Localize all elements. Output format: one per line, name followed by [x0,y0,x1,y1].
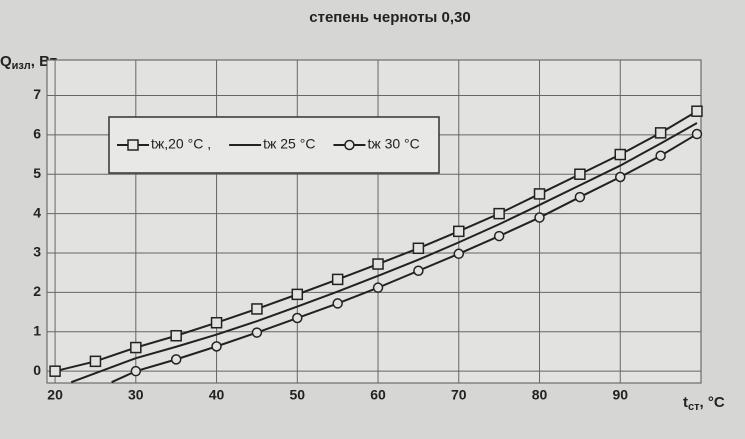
x-tick-label: 20 [47,387,63,403]
plot-area [46,59,702,384]
x-tick-label: 40 [209,387,225,403]
point-marker [332,298,343,309]
point-marker [533,188,546,200]
x-label-rest: , °C [700,394,725,411]
y-tick-label: 7 [33,86,41,102]
x-tick-label: 80 [532,387,548,403]
point-marker [655,150,666,161]
y-label-sub: изл [12,60,31,72]
chart-title: степень черноты 0,30 [309,9,470,26]
y-tick-label: 5 [33,165,41,181]
point-marker [574,191,586,203]
y-tick-label: 6 [33,126,41,142]
point-marker [251,327,263,338]
point-marker [291,288,304,301]
point-marker [453,225,465,238]
y-tick-label: 3 [33,244,41,260]
point-marker [130,365,142,377]
point-marker [251,303,263,315]
legend-label: tж 30 °C [367,136,419,152]
x-label-main: t [683,394,688,411]
series-line [70,122,698,384]
x-tick-label: 90 [612,387,628,403]
legend-marker [344,139,355,151]
point-marker [210,316,223,329]
point-marker [413,265,424,276]
x-tick-label: 30 [128,387,144,403]
legend-marker [127,139,139,151]
point-marker [691,128,703,140]
y-tick-label: 4 [33,204,41,220]
point-marker [691,105,703,117]
legend-label: tж,20 °C , [151,136,211,152]
point-marker [170,329,182,342]
point-marker [534,212,545,223]
x-tick-label: 50 [290,387,306,403]
legend: tж,20 °C , tж 25 °C tж 30 °C [108,116,440,174]
x-tick-label: 60 [370,387,386,403]
y-label-main: Q [0,53,12,70]
point-marker [453,248,465,260]
point-marker [170,354,182,365]
legend-box [108,116,440,174]
point-marker [412,242,425,255]
x-tick-label: 70 [451,387,467,403]
point-marker [614,148,627,161]
legend-label: tж 25 °C [263,136,315,152]
point-marker [130,341,142,354]
series-line [111,133,698,384]
point-marker [372,282,384,293]
x-axis-label: tст, °C [683,394,725,413]
point-marker [493,230,505,242]
y-tick-label: 0 [33,362,41,378]
point-marker [49,365,61,377]
point-marker [292,312,303,324]
point-marker [493,207,505,220]
point-marker [654,127,667,139]
point-marker [615,171,626,183]
point-marker [211,341,222,352]
point-marker [574,168,586,180]
point-marker [89,355,102,368]
point-marker [372,258,384,270]
point-marker [331,273,344,286]
y-tick-label: 2 [33,283,41,299]
y-tick-label: 1 [33,322,41,338]
x-label-sub: ст [688,401,700,413]
